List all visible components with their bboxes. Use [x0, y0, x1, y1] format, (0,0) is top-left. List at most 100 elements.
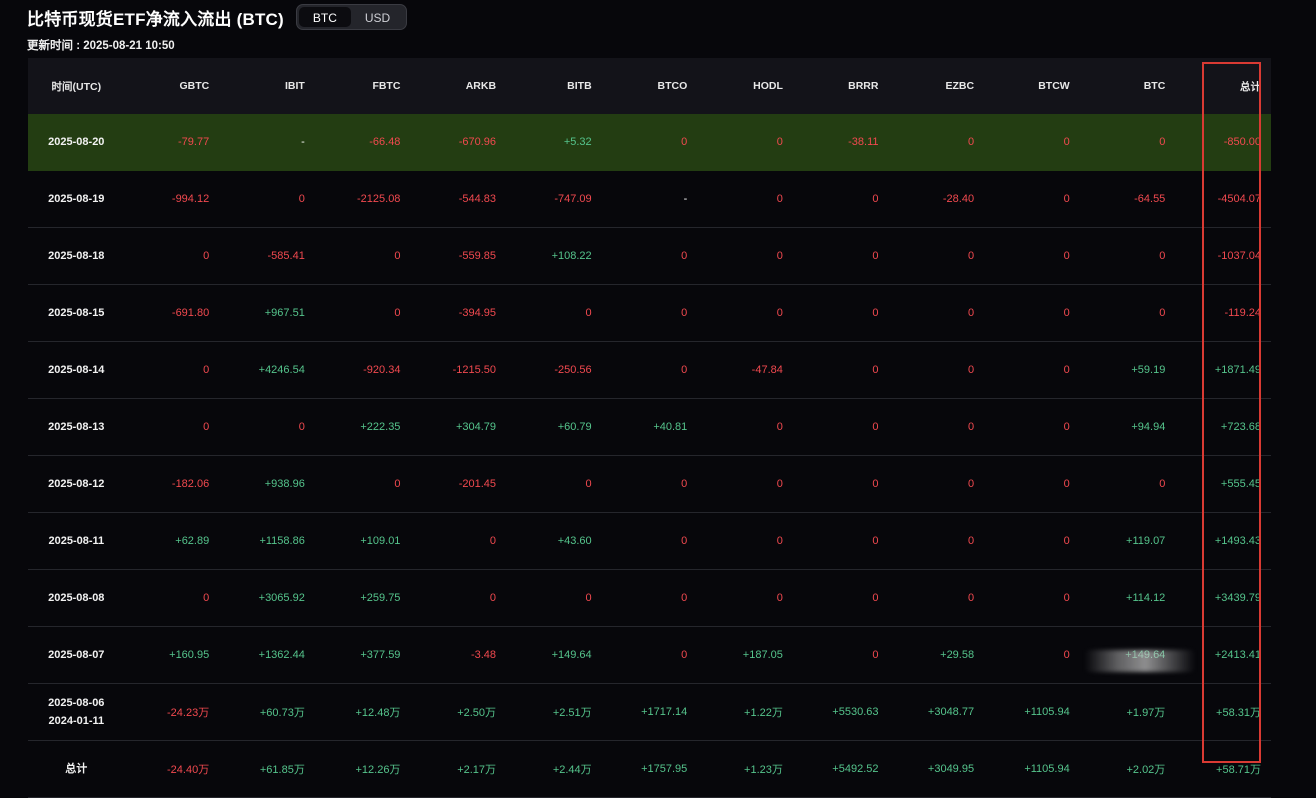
flow-cell: 0 [506, 455, 602, 513]
flow-cell: 0 [506, 284, 602, 342]
flow-cell: 0 [888, 569, 985, 627]
flow-cell: +40.81 [601, 398, 698, 456]
flow-cell: 0 [888, 341, 985, 399]
flow-cell: 0 [984, 227, 1080, 285]
toggle-btc-button[interactable]: BTC [298, 7, 351, 27]
flow-cell: +108.22 [506, 227, 602, 285]
flow-cell: -64.55 [1079, 170, 1176, 228]
row-date: 2025-08-07 [28, 626, 124, 684]
row-date: 2025-08-11 [28, 512, 124, 570]
table-row: 2025-08-13 0 0 +222.35 +304.79 +60.79 +40.81 0 0… [28, 398, 1271, 456]
flow-cell: +94.94 [1079, 398, 1176, 456]
flow-cell: -3.48 [410, 626, 507, 684]
flow-cell: +3048.77 [888, 683, 985, 741]
flow-cell: +2.50万 [410, 683, 507, 741]
table-row: 2025-08-15 -691.80 +967.51 0 -394.95 0 0 0 0 0 0 0-… [28, 284, 1271, 342]
table-row: 总计 -24.40万 +61.85万 +12.26万 +2.17万 +2.44万 +1757… [28, 740, 1271, 798]
flow-cell: 0 [506, 569, 602, 627]
flow-cell: 0 [792, 455, 889, 513]
flow-cell: +29.58 [888, 626, 985, 684]
flow-cell: 0 [888, 114, 985, 171]
flow-cell: -994.12 [123, 170, 220, 228]
table-row: 2025-08-14 0 +4246.54 -920.34 -1215.50 -250.5… [28, 341, 1271, 399]
flow-cell: 0 [984, 114, 1080, 171]
flow-cell: 0 [1079, 284, 1176, 342]
flow-cell: 0 [601, 512, 698, 570]
flow-cell: 0 [601, 626, 698, 684]
flow-cell: +1105.94 [984, 740, 1080, 798]
flow-cell: +3065.92 [219, 569, 315, 627]
flow-cell: 0 [792, 626, 889, 684]
toggle-usd-button[interactable]: USD [364, 11, 391, 25]
flow-cell: -66.48 [314, 114, 411, 171]
table-row: 2025-08-20 -79.77- -66.48 -670.96 +5.32 0 0 -38… [28, 114, 1271, 171]
row-date: 总计 [28, 740, 124, 798]
header: 比特币现货ETF净流入流出 (BTC) BTC USD [27, 4, 408, 30]
flow-cell: +149.64 [1079, 626, 1176, 684]
flow-cell: 0 [601, 114, 698, 171]
flow-cell: 0 [1079, 114, 1176, 171]
page-title: 比特币现货ETF净流入流出 (BTC) [27, 9, 284, 29]
table-row: 2025-08-19 -994.12 0 -2125.08 -544.83 -747.09… [28, 170, 1271, 228]
flow-cell: +5492.52 [792, 740, 889, 798]
column-header: ARKB [465, 80, 497, 92]
etf-flow-table: 时间(UTC) GBTC IBIT FBTC ARKB BITB BTCO HODL BRRR E… [28, 58, 1271, 798]
flow-cell: 0 [601, 227, 698, 285]
flow-cell: +58.31万 [1175, 683, 1271, 741]
flow-cell: 0 [984, 284, 1080, 342]
flow-cell: 0 [697, 170, 793, 228]
flow-cell: 0 [984, 398, 1080, 456]
row-date: 2025-08-06 2024-01-11 [28, 683, 124, 741]
flow-cell: +1105.94 [984, 683, 1080, 741]
flow-cell: 0 [219, 170, 315, 228]
flow-cell: 0 [984, 455, 1080, 513]
flow-cell: 0 [697, 114, 793, 171]
flow-cell: +43.60 [506, 512, 602, 570]
flow-cell: 0 [888, 284, 985, 342]
flow-cell: -38.11 [792, 114, 889, 171]
flow-cell: 0 [1079, 227, 1176, 285]
flow-cell: -182.06 [123, 455, 220, 513]
flow-cell: +160.95 [123, 626, 220, 684]
flow-cell: +58.71万 [1175, 740, 1271, 798]
row-date: 2025-08-18 [28, 227, 124, 285]
flow-cell: -28.40 [888, 170, 985, 228]
flow-cell: 0 [123, 227, 220, 285]
flow-cell: 0 [123, 398, 220, 456]
column-header: BTCW [1038, 80, 1070, 92]
flow-cell: 0 [984, 341, 1080, 399]
flow-cell: -79.77 [123, 114, 220, 171]
flow-cell: +938.96 [219, 455, 315, 513]
flow-cell: +259.75 [314, 569, 411, 627]
flow-cell: +2.51万 [506, 683, 602, 741]
row-date: 2025-08-14 [28, 341, 124, 399]
flow-cell: +2.02万 [1079, 740, 1176, 798]
flow-cell: 0 [984, 626, 1080, 684]
flow-cell: -4504.07 [1175, 170, 1271, 228]
flow-cell: - [601, 170, 698, 228]
flow-cell: -119.24 [1175, 284, 1271, 342]
column-header: 时间(UTC) [51, 80, 102, 93]
flow-cell: -747.09 [506, 170, 602, 228]
flow-cell: 0 [984, 569, 1080, 627]
flow-cell: +1362.44 [219, 626, 315, 684]
column-header: BTCO [657, 80, 688, 92]
flow-cell: -1037.04 [1175, 227, 1271, 285]
flow-cell: +1717.14 [601, 683, 698, 741]
flow-cell: +2.44万 [506, 740, 602, 798]
column-header: 总计 [1240, 80, 1261, 93]
flow-cell: 0 [410, 512, 507, 570]
row-date: 2025-08-20 [28, 114, 124, 171]
column-header: FBTC [372, 80, 401, 92]
flow-cell: 0 [697, 284, 793, 342]
flow-cell: +114.12 [1079, 569, 1176, 627]
flow-cell: 0 [601, 341, 698, 399]
row-date: 2025-08-19 [28, 170, 124, 228]
flow-cell: -47.84 [697, 341, 793, 399]
flow-cell: 0 [410, 569, 507, 627]
flow-cell: 0 [888, 227, 985, 285]
flow-cell: 0 [697, 512, 793, 570]
flow-cell: 0 [792, 170, 889, 228]
column-header: BTC [1143, 80, 1166, 92]
flow-cell: +723.68 [1175, 398, 1271, 456]
